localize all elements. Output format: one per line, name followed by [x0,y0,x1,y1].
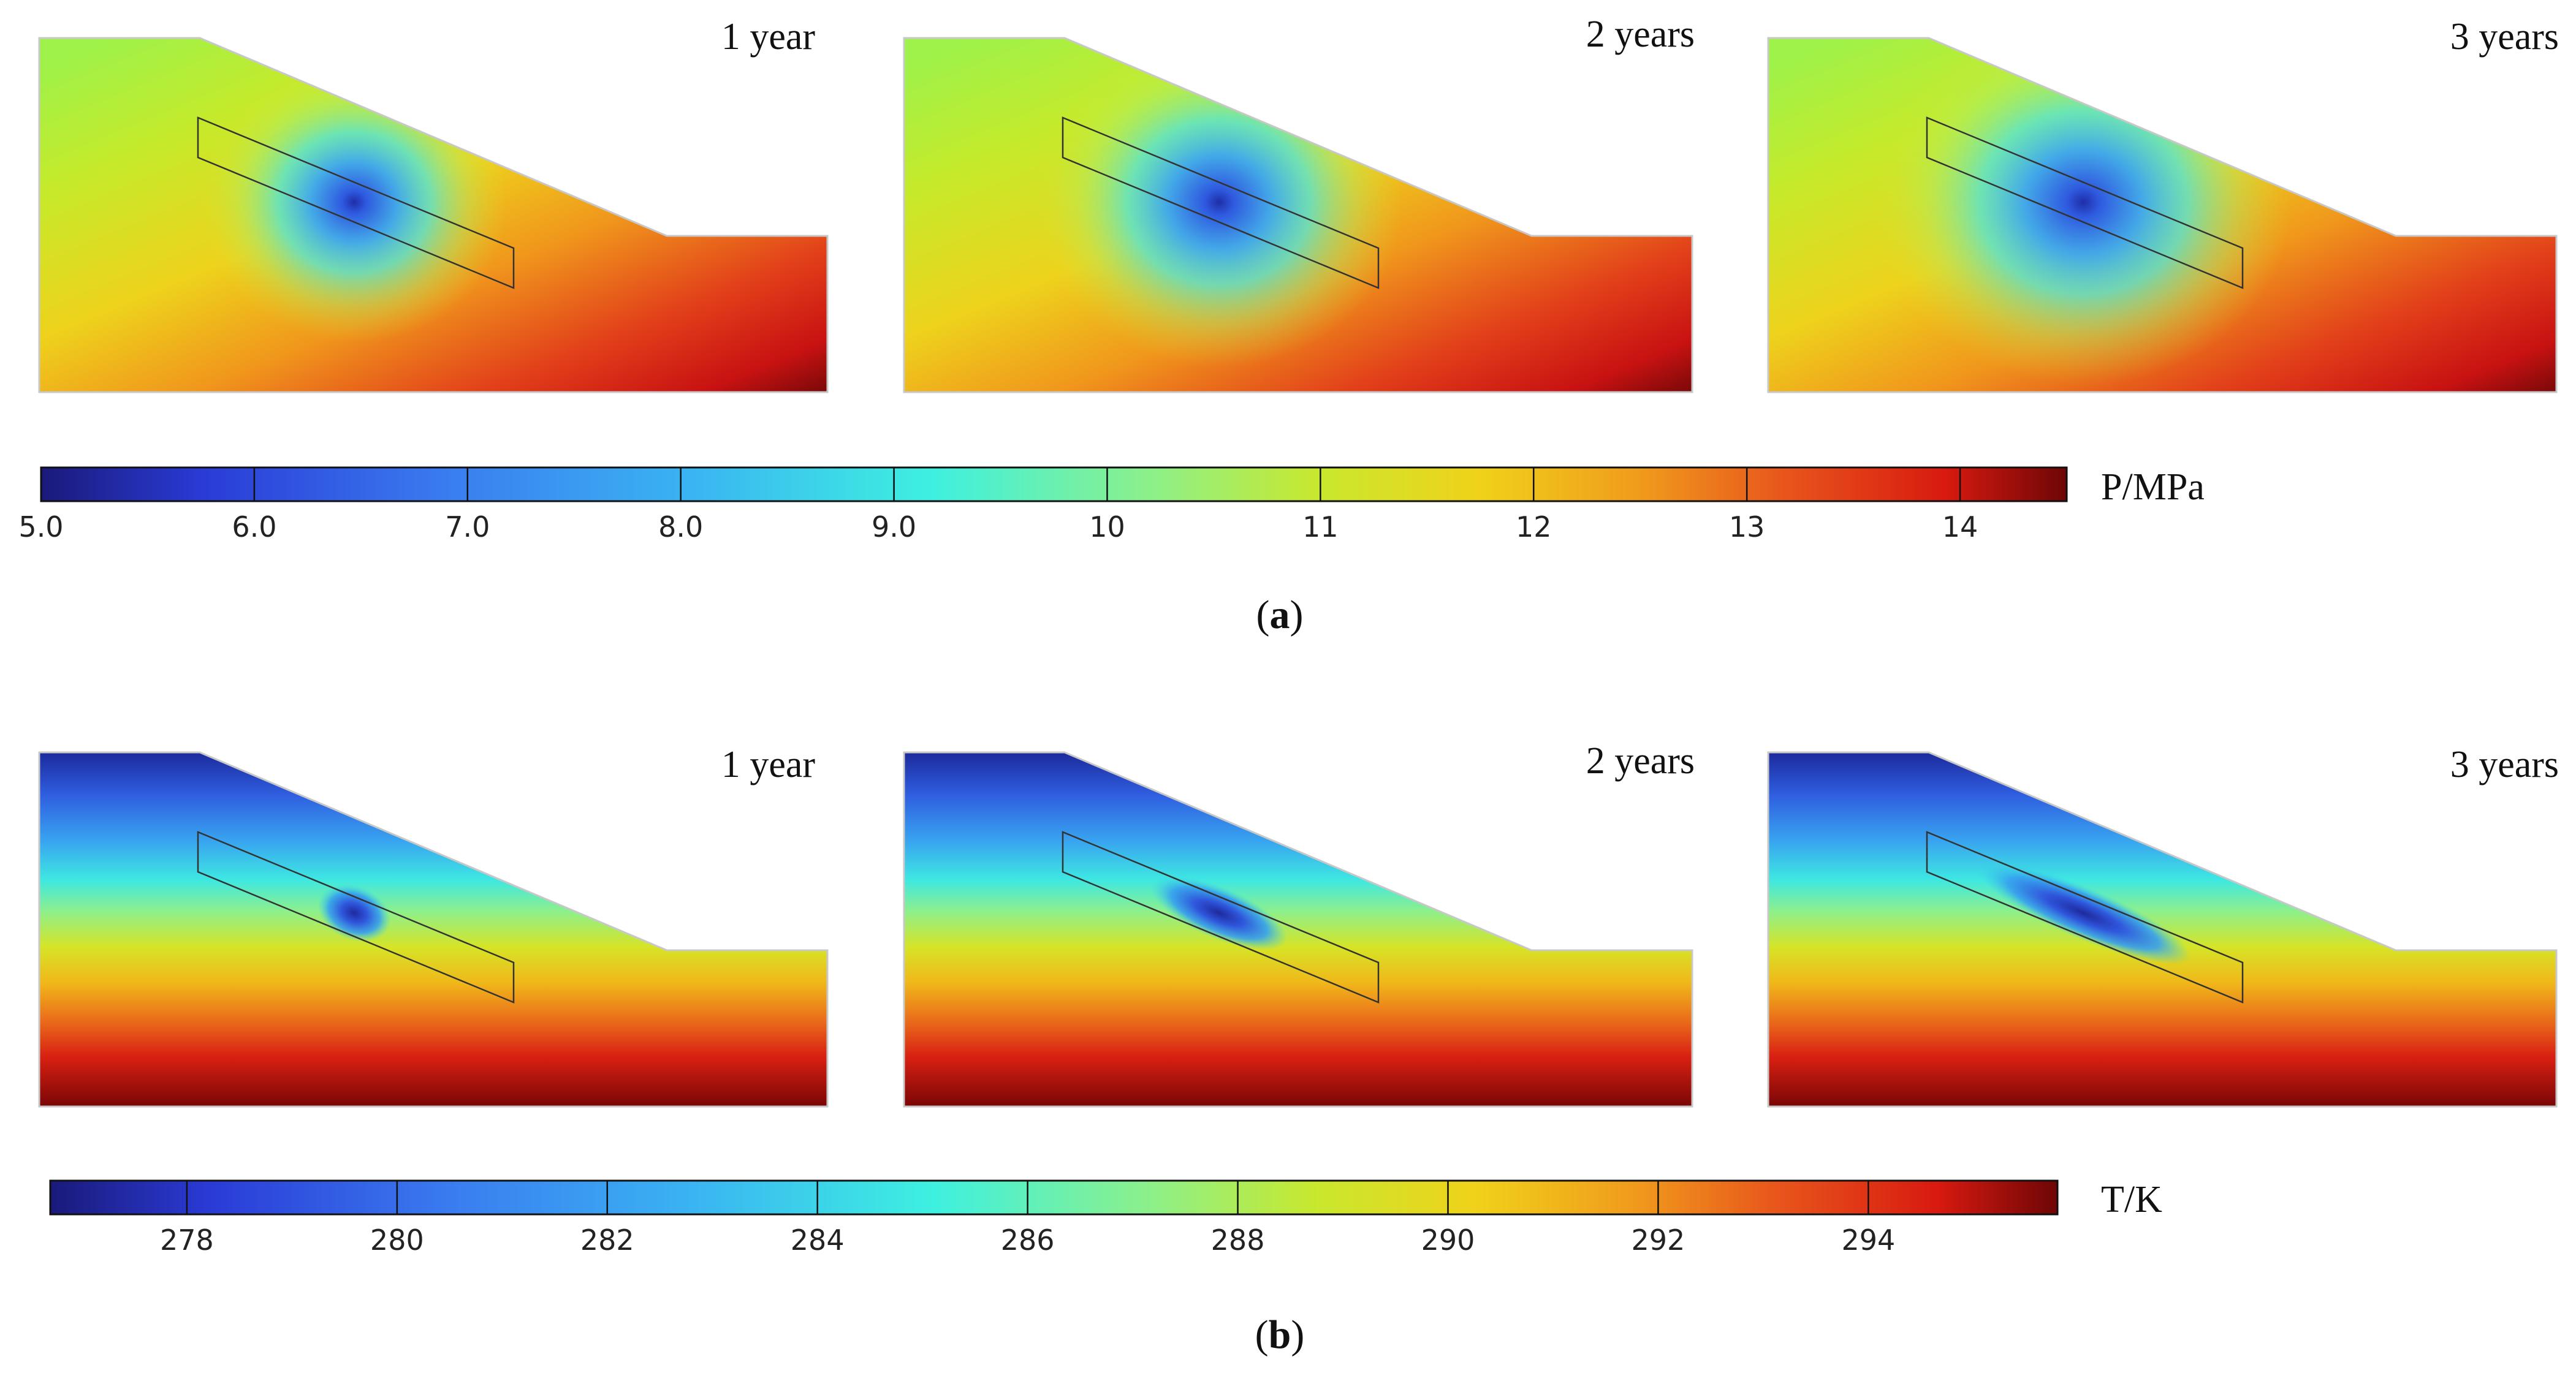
colorbar-label: P/MPa [2101,466,2205,508]
colorbar-tick-label: 290 [1421,1224,1475,1257]
temperature-map-3-years [1767,751,2558,1108]
fracture-zone [1062,831,1380,1004]
colorbar-tick-label: 9.0 [872,510,916,543]
colorbar-tick-label: 280 [370,1224,424,1257]
colorbar-tick-label: 7.0 [445,510,490,543]
colorbar-tick-label: 278 [160,1224,214,1257]
pressure-map-2-years [903,37,1693,393]
time-label: 2 years [1586,740,1695,782]
panel-letter: a [1270,592,1290,637]
fracture-zone [197,831,515,1004]
time-label: 1 year [721,744,816,785]
panel-letter: b [1269,1312,1291,1357]
fracture-zone [197,116,515,289]
time-label: 3 years [2450,744,2559,785]
panel-b: 1 year 2 years 3 years 278 280 282 284 286 28… [38,740,2559,1357]
panel-label-b: (b) [1255,1312,1305,1357]
panel-a: 1 year 2 years 3 years 5.0 6.0 7.0 8.0 9.0 10… [18,13,2559,637]
colorbar-tick-label: 10 [1089,510,1125,543]
colorbar-temperature: 278 280 282 284 286 288 290 292 294 T/K [49,1179,2162,1257]
time-label: 3 years [2450,16,2559,58]
colorbar-tick-label: 14 [1942,510,1978,543]
colorbar-tick-label: 11 [1302,510,1339,543]
panel-label-a: (a) [1256,592,1304,637]
fracture-zone [1062,116,1380,289]
colorbar-tick-label: 288 [1211,1224,1265,1257]
colorbar-tick-label: 5.0 [18,510,63,543]
time-label: 1 year [721,16,816,58]
temperature-map-1-year [38,751,829,1108]
fracture-zone [1926,116,2244,289]
colorbar-tick-label: 6.0 [232,510,276,543]
colorbar-tick-label: 8.0 [658,510,703,543]
time-label: 2 years [1586,13,1695,55]
colorbar-tick-label: 292 [1632,1224,1685,1257]
colorbar-tick-label: 13 [1729,510,1765,543]
colorbar-tick-label: 286 [1001,1224,1055,1257]
colorbar-label: T/K [2101,1179,2162,1220]
colorbar-tick-label: 12 [1516,510,1552,543]
colorbar-tick-label: 284 [791,1224,845,1257]
colorbar-pressure: 5.0 6.0 7.0 8.0 9.0 10 11 12 13 14 P/MPa [18,466,2204,543]
colorbar-tick-label: 294 [1841,1224,1895,1257]
temperature-map-2-years [903,751,1693,1108]
pressure-map-1-year [38,37,829,393]
fracture-zone [1926,831,2244,1004]
pressure-map-3-years [1767,37,2558,393]
colorbar-tick-label: 282 [580,1224,634,1257]
